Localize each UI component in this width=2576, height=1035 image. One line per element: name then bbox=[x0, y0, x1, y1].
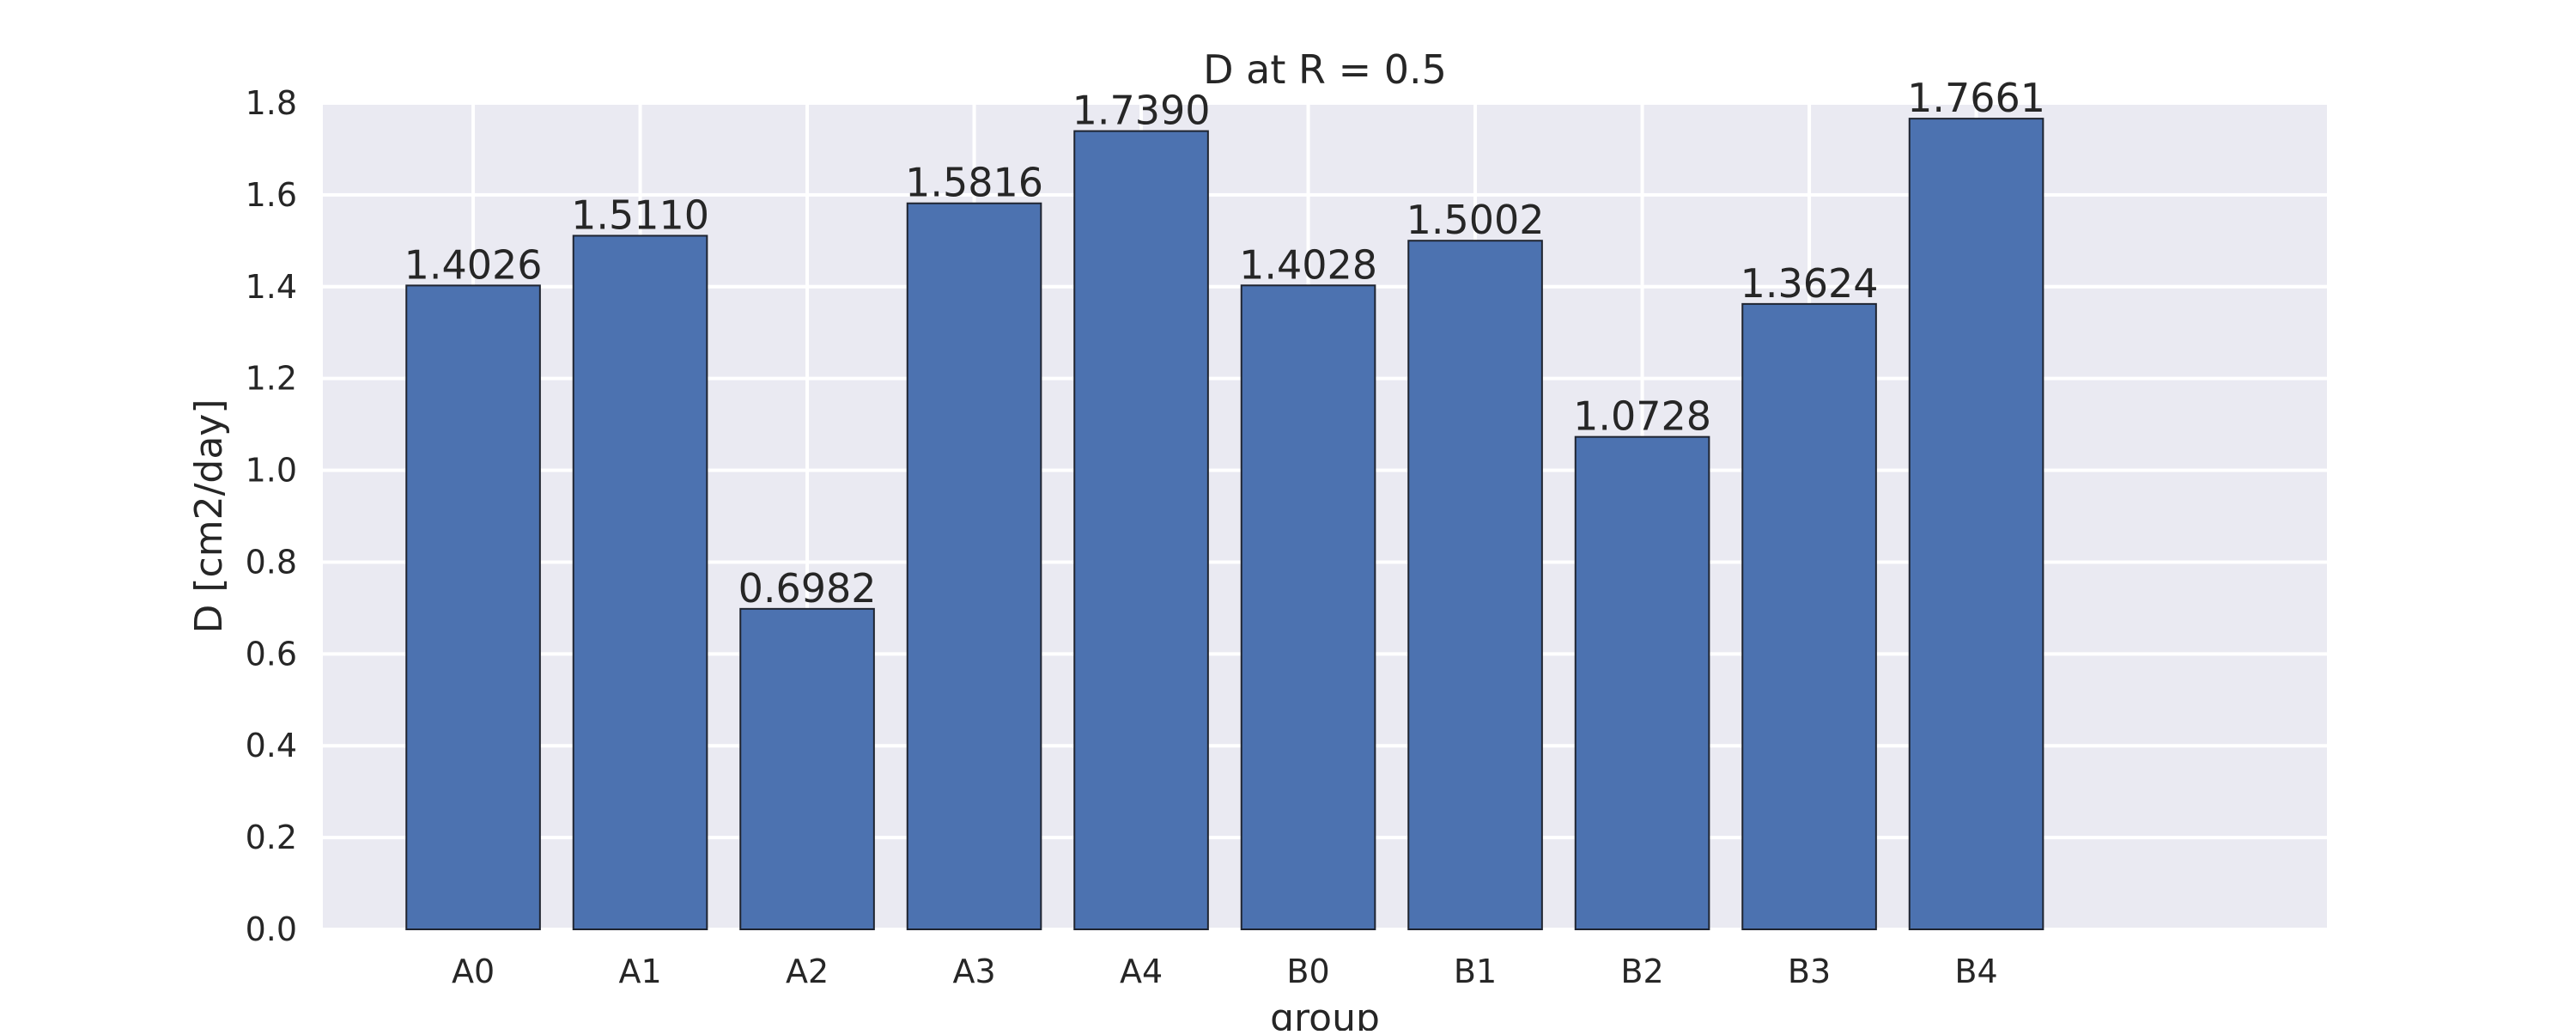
y-tick-label: 1.4 bbox=[246, 268, 297, 306]
y-tick-label: 0.0 bbox=[246, 910, 297, 948]
data-labels: 1.4026 1.5110 0.6982 1.5816 1.7390 1.4028 1.50… bbox=[404, 75, 2045, 612]
x-tick-label: B2 bbox=[1620, 953, 1663, 990]
bar-a1 bbox=[572, 234, 708, 930]
bar-a4 bbox=[1073, 130, 1209, 930]
x-tick-label: A3 bbox=[952, 953, 995, 990]
bar-a3 bbox=[906, 202, 1042, 931]
x-axis-ticks: A0 A1 A2 A3 A4 B0 B1 B2 B3 B4 bbox=[452, 953, 1998, 990]
data-label-b2: 1.0728 bbox=[1573, 393, 1711, 440]
data-label-a2: 0.6982 bbox=[738, 565, 877, 612]
y-tick-label: 0.6 bbox=[246, 635, 297, 673]
bar-b2 bbox=[1574, 435, 1710, 930]
x-tick-label: B4 bbox=[1954, 953, 1997, 990]
bar-b0 bbox=[1240, 284, 1376, 931]
bars bbox=[405, 118, 2044, 931]
y-tick-label: 1.8 bbox=[246, 84, 297, 122]
data-label-b3: 1.3624 bbox=[1741, 260, 1879, 307]
x-tick-label: B1 bbox=[1454, 953, 1497, 990]
data-label-a4: 1.7390 bbox=[1072, 88, 1211, 134]
x-tick-label: A2 bbox=[786, 953, 829, 990]
data-label-b1: 1.5002 bbox=[1406, 197, 1545, 243]
y-tick-label: 1.2 bbox=[246, 360, 297, 398]
x-tick-label: A1 bbox=[618, 953, 661, 990]
y-tick-label: 0.8 bbox=[246, 543, 297, 581]
x-tick-label: B3 bbox=[1788, 953, 1831, 990]
bar-a2 bbox=[739, 607, 875, 930]
x-axis-label: group bbox=[1270, 996, 1380, 1031]
bar-b1 bbox=[1407, 240, 1543, 930]
bar-b4 bbox=[1908, 118, 2044, 930]
data-label-a1: 1.5110 bbox=[571, 192, 709, 238]
data-label-a0: 1.4026 bbox=[404, 241, 543, 288]
data-label-a3: 1.5816 bbox=[905, 160, 1043, 206]
y-tick-label: 0.4 bbox=[246, 727, 297, 764]
x-tick-label: B0 bbox=[1286, 953, 1329, 990]
chart-title: D at R = 0.5 bbox=[1203, 46, 1447, 93]
y-tick-label: 1.0 bbox=[246, 452, 297, 490]
bar-a0 bbox=[405, 284, 541, 930]
data-label-b0: 1.4028 bbox=[1239, 241, 1377, 288]
y-tick-label: 1.6 bbox=[246, 176, 297, 214]
y-tick-label: 0.2 bbox=[246, 819, 297, 856]
data-label-b4: 1.7661 bbox=[1907, 75, 2045, 121]
y-axis-label: D [cm2/day] bbox=[187, 399, 231, 633]
y-axis-ticks: 0.0 0.2 0.4 0.6 0.8 1.0 1.2 1.4 1.6 1.8 bbox=[246, 84, 297, 948]
bar-b3 bbox=[1741, 302, 1877, 931]
x-tick-label: A0 bbox=[452, 953, 495, 990]
x-tick-label: A4 bbox=[1120, 953, 1163, 990]
